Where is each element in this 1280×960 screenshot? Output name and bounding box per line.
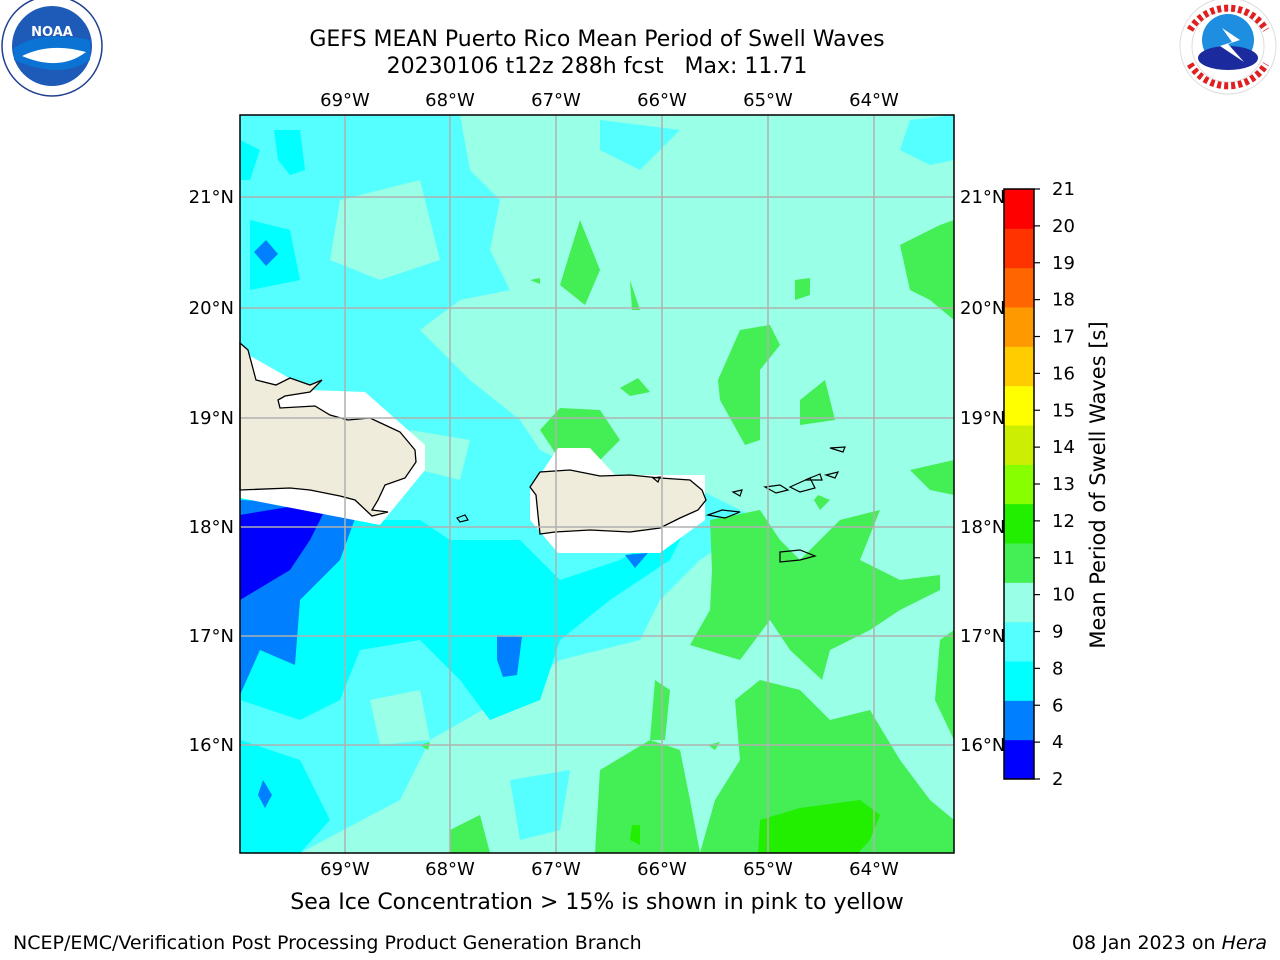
sea-ice-note: Sea Ice Concentration > 15% is shown in …	[290, 890, 904, 915]
lat-labels-right: 21°N 20°N 19°N 18°N 17°N 16°N	[960, 187, 1005, 756]
colorbar-tick-label: 16	[1052, 363, 1075, 384]
lat-label: 16°N	[189, 735, 234, 756]
colorbar-tick-label: 20	[1052, 216, 1075, 237]
colorbar-swatch	[1004, 385, 1034, 426]
map-frame	[239, 114, 955, 854]
colorbar-tick-label: 8	[1052, 658, 1063, 679]
colorbar-tick-label: 12	[1052, 511, 1075, 532]
colorbar-swatch	[1004, 189, 1034, 229]
lon-label: 68°W	[425, 859, 475, 880]
colorbar-swatch	[1004, 464, 1034, 505]
footer-host: Hera	[1221, 932, 1267, 954]
colorbar-tick-label: 10	[1052, 585, 1075, 606]
contour-6s	[240, 470, 690, 720]
lon-label: 64°W	[849, 859, 899, 880]
lon-label: 65°W	[743, 90, 793, 111]
colorbar-tick-label: 15	[1052, 400, 1075, 421]
map-title: GEFS MEAN Puerto Rico Mean Period of Swe…	[240, 26, 954, 80]
colorbar-tick-label: 6	[1052, 695, 1063, 716]
lon-label: 69°W	[320, 859, 370, 880]
contour-8s	[240, 115, 760, 853]
lon-label: 65°W	[743, 859, 793, 880]
colorbar-swatch	[1004, 346, 1034, 387]
colorbar-tick-label: 4	[1052, 732, 1063, 753]
lon-label: 67°W	[531, 859, 581, 880]
contour-10s	[540, 408, 620, 460]
lat-label: 16°N	[960, 735, 1005, 756]
lat-labels-left: 21°N 20°N 19°N 18°N 17°N 16°N	[189, 187, 234, 756]
lon-labels-bottom: 69°W 68°W 67°W 66°W 65°W 64°W	[320, 859, 899, 880]
lon-label: 66°W	[637, 859, 687, 880]
colorbar-swatch	[1004, 228, 1034, 269]
lat-label: 19°N	[960, 408, 1005, 429]
lat-label: 21°N	[960, 187, 1005, 208]
colorbar-swatch	[1004, 700, 1034, 741]
colorbar-tick-label: 14	[1052, 437, 1075, 458]
lon-labels-top: 69°W 68°W 67°W 66°W 65°W 64°W	[320, 90, 899, 111]
lon-label: 69°W	[320, 90, 370, 111]
colorbar-tick-label: 13	[1052, 474, 1075, 495]
colorbar-swatch	[1004, 621, 1034, 662]
colorbar-swatch	[1004, 739, 1034, 780]
contour-2s	[240, 500, 330, 600]
swell-contours	[240, 115, 954, 853]
colorbar-tick-label: 17	[1052, 327, 1075, 348]
lat-label: 18°N	[189, 517, 234, 538]
lat-label: 19°N	[189, 408, 234, 429]
lat-label: 21°N	[189, 187, 234, 208]
footer-credit: NCEP/EMC/Verification Post Processing Pr…	[13, 932, 642, 954]
lat-label: 17°N	[960, 626, 1005, 647]
lat-label: 17°N	[189, 626, 234, 647]
nws-logo	[1179, 0, 1277, 95]
noaa-logo: NOAA	[1, 0, 103, 97]
lon-label: 67°W	[531, 90, 581, 111]
lon-label: 64°W	[849, 90, 899, 111]
colorbar-swatch	[1004, 661, 1034, 701]
title-line-1: GEFS MEAN Puerto Rico Mean Period of Swe…	[309, 27, 885, 52]
colorbar: 2 4 6 8 9 10 11 12 13 14 15 16 17 18 19 20 21	[1003, 179, 1075, 790]
contour-11s	[758, 800, 880, 853]
colorbar-tick-label: 21	[1052, 179, 1075, 200]
lon-label: 68°W	[425, 90, 475, 111]
title-line-2: 20230106 t12z 288h fcst Max: 11.71	[386, 54, 808, 79]
lat-label: 20°N	[189, 298, 234, 319]
colorbar-swatch	[1004, 503, 1034, 544]
colorbar-swatch	[1004, 582, 1034, 623]
footer-date-text: 08 Jan 2023 on	[1071, 932, 1216, 954]
lon-label: 66°W	[637, 90, 687, 111]
lat-label: 18°N	[960, 517, 1005, 538]
colorbar-swatch	[1004, 543, 1034, 583]
colorbar-tick-label: 9	[1052, 622, 1063, 643]
colorbar-tick-label: 19	[1052, 253, 1075, 274]
colorbar-swatch	[1004, 425, 1034, 465]
small-islands	[456, 446, 846, 563]
colorbar-tick-label: 2	[1052, 769, 1063, 790]
hispaniola-land	[239, 341, 417, 517]
lat-label: 20°N	[960, 298, 1005, 319]
footer-date: 08 Jan 2023 on Hera	[1072, 932, 1267, 954]
gridlines	[240, 115, 954, 853]
colorbar-swatch	[1004, 307, 1034, 347]
colorbar-tick-label: 18	[1052, 290, 1075, 311]
colorbar-swatch	[1004, 267, 1034, 308]
colorbar-tick-label: 11	[1052, 548, 1075, 569]
colorbar-label: Mean Period of Swell Waves [s]	[1086, 321, 1110, 648]
noaa-logo-text: NOAA	[31, 25, 73, 40]
